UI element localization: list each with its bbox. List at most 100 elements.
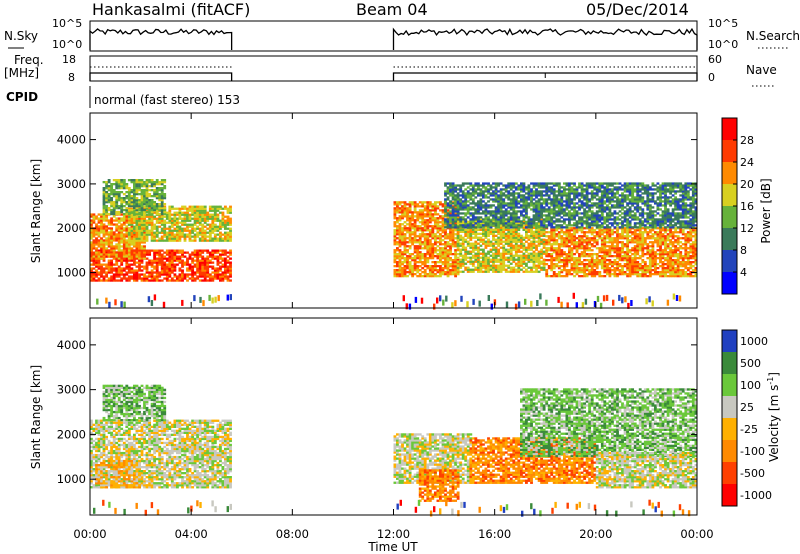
heatmap-cell xyxy=(398,245,402,248)
heatmap-cell xyxy=(201,223,205,226)
heatmap-cell xyxy=(502,248,506,251)
heatmap-cell xyxy=(568,269,571,272)
heatmap-cell xyxy=(393,213,397,216)
heatmap-cell xyxy=(428,247,432,250)
heatmap-cell xyxy=(482,220,485,223)
heatmap-cell xyxy=(616,227,619,230)
heatmap-cell xyxy=(406,209,409,212)
heatmap-cell xyxy=(431,225,435,228)
heatmap-cell xyxy=(446,245,450,248)
heatmap-cell xyxy=(575,271,579,274)
heatmap-cell xyxy=(484,260,488,263)
heatmap-cell xyxy=(588,239,592,242)
heatmap-cell xyxy=(188,219,192,222)
heatmap-cell xyxy=(426,221,430,224)
heatmap-cell xyxy=(110,197,114,200)
heatmap-cell xyxy=(186,275,189,278)
heatmap-cell xyxy=(434,235,437,238)
heatmap-cell xyxy=(552,237,556,240)
heatmap-cell xyxy=(631,267,635,270)
heatmap-cell xyxy=(208,223,212,226)
heatmap-cell xyxy=(474,228,478,231)
heatmap-cell xyxy=(570,249,574,252)
heatmap-cell xyxy=(669,241,673,244)
heatmap-cell xyxy=(454,243,458,246)
heatmap-cell xyxy=(600,231,604,234)
heatmap-cell xyxy=(439,237,442,240)
heatmap-cell xyxy=(421,219,425,222)
heatmap-cell xyxy=(573,261,576,264)
heatmap-cell xyxy=(525,248,528,251)
heatmap-cell xyxy=(135,277,139,280)
heatmap-cell xyxy=(525,250,528,253)
heatmap-cell xyxy=(560,239,564,242)
heatmap-cell xyxy=(542,258,546,261)
heatmap-cell xyxy=(122,249,126,252)
heatmap-cell xyxy=(514,254,518,257)
heatmap-cell xyxy=(451,218,455,221)
heatmap-cell xyxy=(213,275,217,278)
heatmap-cell xyxy=(130,225,134,228)
heatmap-cell xyxy=(466,266,470,269)
heatmap-cell xyxy=(100,227,103,230)
heatmap-cell xyxy=(578,275,581,278)
freq-unit-label: [MHz] xyxy=(4,66,39,80)
heatmap-cell xyxy=(416,219,420,222)
heatmap-cell xyxy=(522,220,526,223)
heatmap-cell xyxy=(115,267,119,270)
heatmap-cell xyxy=(181,271,184,274)
heatmap-cell xyxy=(92,233,96,236)
heatmap-cell xyxy=(193,253,197,256)
heatmap-cell xyxy=(148,205,152,208)
heatmap-cell xyxy=(186,257,189,260)
heatmap-cell xyxy=(173,275,177,278)
heatmap-cell xyxy=(110,239,114,242)
heatmap-cell xyxy=(203,239,207,242)
heatmap-cell xyxy=(656,231,660,234)
heatmap-cell xyxy=(155,257,159,260)
heatmap-cell xyxy=(522,270,526,273)
heatmap-cell xyxy=(211,249,215,252)
heatmap-cell xyxy=(163,263,167,266)
heatmap-cell xyxy=(408,221,412,224)
heatmap-cell xyxy=(646,269,650,272)
heatmap-cell xyxy=(449,186,452,189)
heatmap-cell xyxy=(183,217,187,220)
heatmap-cell xyxy=(127,257,131,260)
heatmap-cell xyxy=(542,244,546,247)
heatmap-cell xyxy=(590,263,594,266)
heatmap-cell xyxy=(464,196,468,199)
heatmap-cell xyxy=(125,267,129,270)
heatmap-cell xyxy=(198,261,202,264)
heatmap-cell xyxy=(600,249,604,252)
heatmap-cell xyxy=(160,217,164,220)
heatmap-cell xyxy=(641,259,645,262)
heatmap-cell xyxy=(398,263,402,266)
heatmap-cell xyxy=(641,253,645,256)
heatmap-cell xyxy=(165,215,169,218)
heatmap-cell xyxy=(494,248,498,251)
heatmap-cell xyxy=(464,240,468,243)
heatmap-cell xyxy=(413,209,417,212)
heatmap-cell xyxy=(181,221,184,224)
heatmap-cell xyxy=(186,251,189,254)
heatmap-cell xyxy=(401,211,404,214)
heatmap-cell xyxy=(659,275,662,278)
heatmap-cell xyxy=(178,221,182,224)
heatmap-cell xyxy=(170,205,174,208)
heatmap-cell xyxy=(418,217,422,220)
heatmap-cell xyxy=(145,199,149,202)
heatmap-cell xyxy=(150,277,154,280)
heatmap-cell xyxy=(403,243,407,246)
heatmap-cell xyxy=(489,250,493,253)
heatmap-cell xyxy=(461,216,465,219)
heatmap-cell xyxy=(153,193,157,196)
heatmap-cell xyxy=(666,253,670,256)
heatmap-cell xyxy=(191,261,195,264)
heatmap-cell xyxy=(155,225,159,228)
heatmap-cell xyxy=(163,277,167,280)
heatmap-cell xyxy=(540,248,544,251)
heatmap-cell xyxy=(464,254,468,257)
heatmap-cell xyxy=(489,230,493,233)
heatmap-cell xyxy=(148,199,152,202)
